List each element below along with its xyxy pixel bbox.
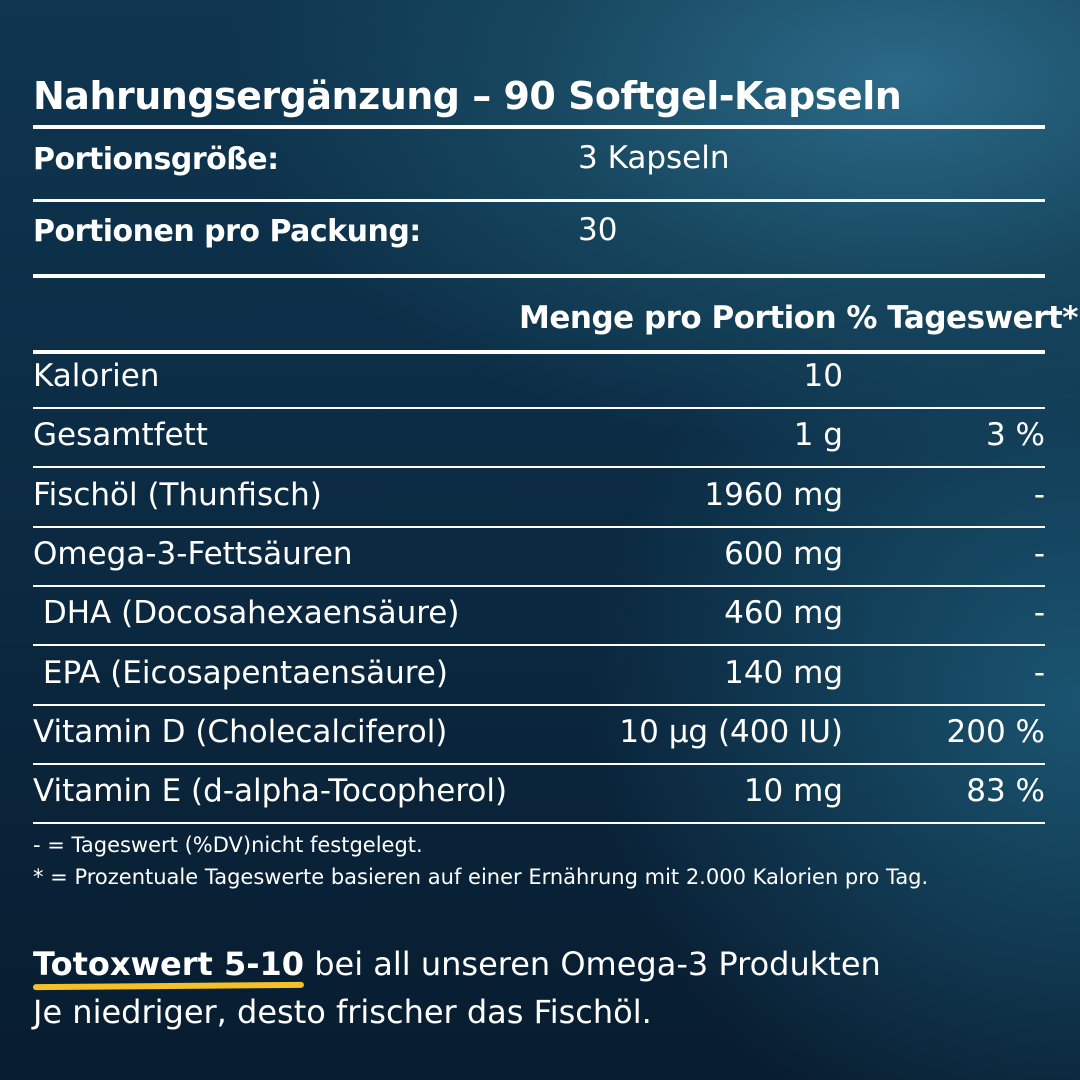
nutrient-amount: 10 [803,358,843,394]
divider [33,822,1045,825]
nutrient-daily-value: - [1033,654,1045,691]
nutrient-name: Omega-3-Fettsäuren [33,535,353,572]
nutrient-daily-value: - [1033,535,1045,572]
divider [33,466,1045,469]
nutrient-amount: 10 µg (400 IU) [619,713,843,750]
serving-size-value: 3 Kapseln [578,140,730,176]
nutrient-amount: 600 mg [724,535,843,572]
table-row: Omega-3-Fettsäuren 600 mg - [33,536,1045,594]
divider [33,407,1045,409]
table-row: DHA (Docosahexaensäure) 460 mg - [33,595,1045,653]
nutrient-name: EPA (Eicosapentaensäure) [33,654,448,691]
divider [33,644,1045,647]
nutrient-name: Kalorien [33,358,160,394]
nutrient-daily-value: - [1033,476,1045,513]
nutrient-daily-value: 3 % [985,417,1045,454]
divider [33,199,1045,202]
totox-text: Totoxwert 5-10 bei all unseren Omega-3 P… [32,940,881,1036]
totox-line2: Je niedriger, desto frischer das Fischöl… [33,993,652,1031]
table-row: Kalorien 10 [33,358,1045,416]
nutrient-name: Vitamin E (d-alpha-Tocopherol) [33,773,508,810]
nutrient-daily-value: 200 % [946,713,1045,750]
page-title: Nahrungsergänzung – 90 Softgel-Kapseln [33,74,902,118]
nutrient-amount: 1960 mg [704,476,843,513]
nutrient-name: Fischöl (Thunfisch) [33,476,322,513]
totox-rest: bei all unseren Omega-3 Produkten [304,945,881,983]
nutrient-amount: 10 mg [743,773,843,810]
divider [33,125,1045,129]
serving-size-label: Portionsgröße: [33,142,279,177]
nutrient-daily-value: - [1033,595,1045,632]
note-dash: - = Tageswert (%DV)nicht festgelegt. [33,833,423,857]
servings-per-pack-label: Portionen pro Packung: [33,214,421,249]
nutrient-daily-value: 83 % [966,773,1045,810]
table-row: Gesamtfett 1 g 3 % [33,417,1045,475]
totox-highlight: Totoxwert 5-10 [32,945,305,991]
divider [33,584,1045,587]
highlight-underline [32,981,305,991]
table-row: Fischöl (Thunfisch) 1960 mg - [33,477,1045,535]
nutrient-name: DHA (Docosahexaensäure) [33,595,460,632]
nutrient-amount: 1 g [793,417,843,454]
nutrient-name: Vitamin D (Cholecalciferol) [33,713,448,750]
divider [33,703,1045,706]
divider [33,350,1045,354]
nutrient-amount: 140 mg [724,654,843,691]
table-row: Vitamin E (d-alpha-Tocopherol) 10 mg 83 % [33,773,1045,831]
divider [33,525,1045,528]
nutrient-name: Gesamtfett [33,417,208,454]
table-header: Menge pro Portion % Tageswert* [519,300,1079,336]
divider [33,762,1045,765]
table-row: Vitamin D (Cholecalciferol) 10 µg (400 IU… [33,714,1045,772]
servings-per-pack-value: 30 [578,212,618,248]
note-asterisk: * = Prozentuale Tageswerte basieren auf … [33,865,929,889]
nutrient-amount: 460 mg [724,595,843,632]
divider [33,274,1045,278]
table-row: EPA (Eicosapentaensäure) 140 mg - [33,655,1045,713]
